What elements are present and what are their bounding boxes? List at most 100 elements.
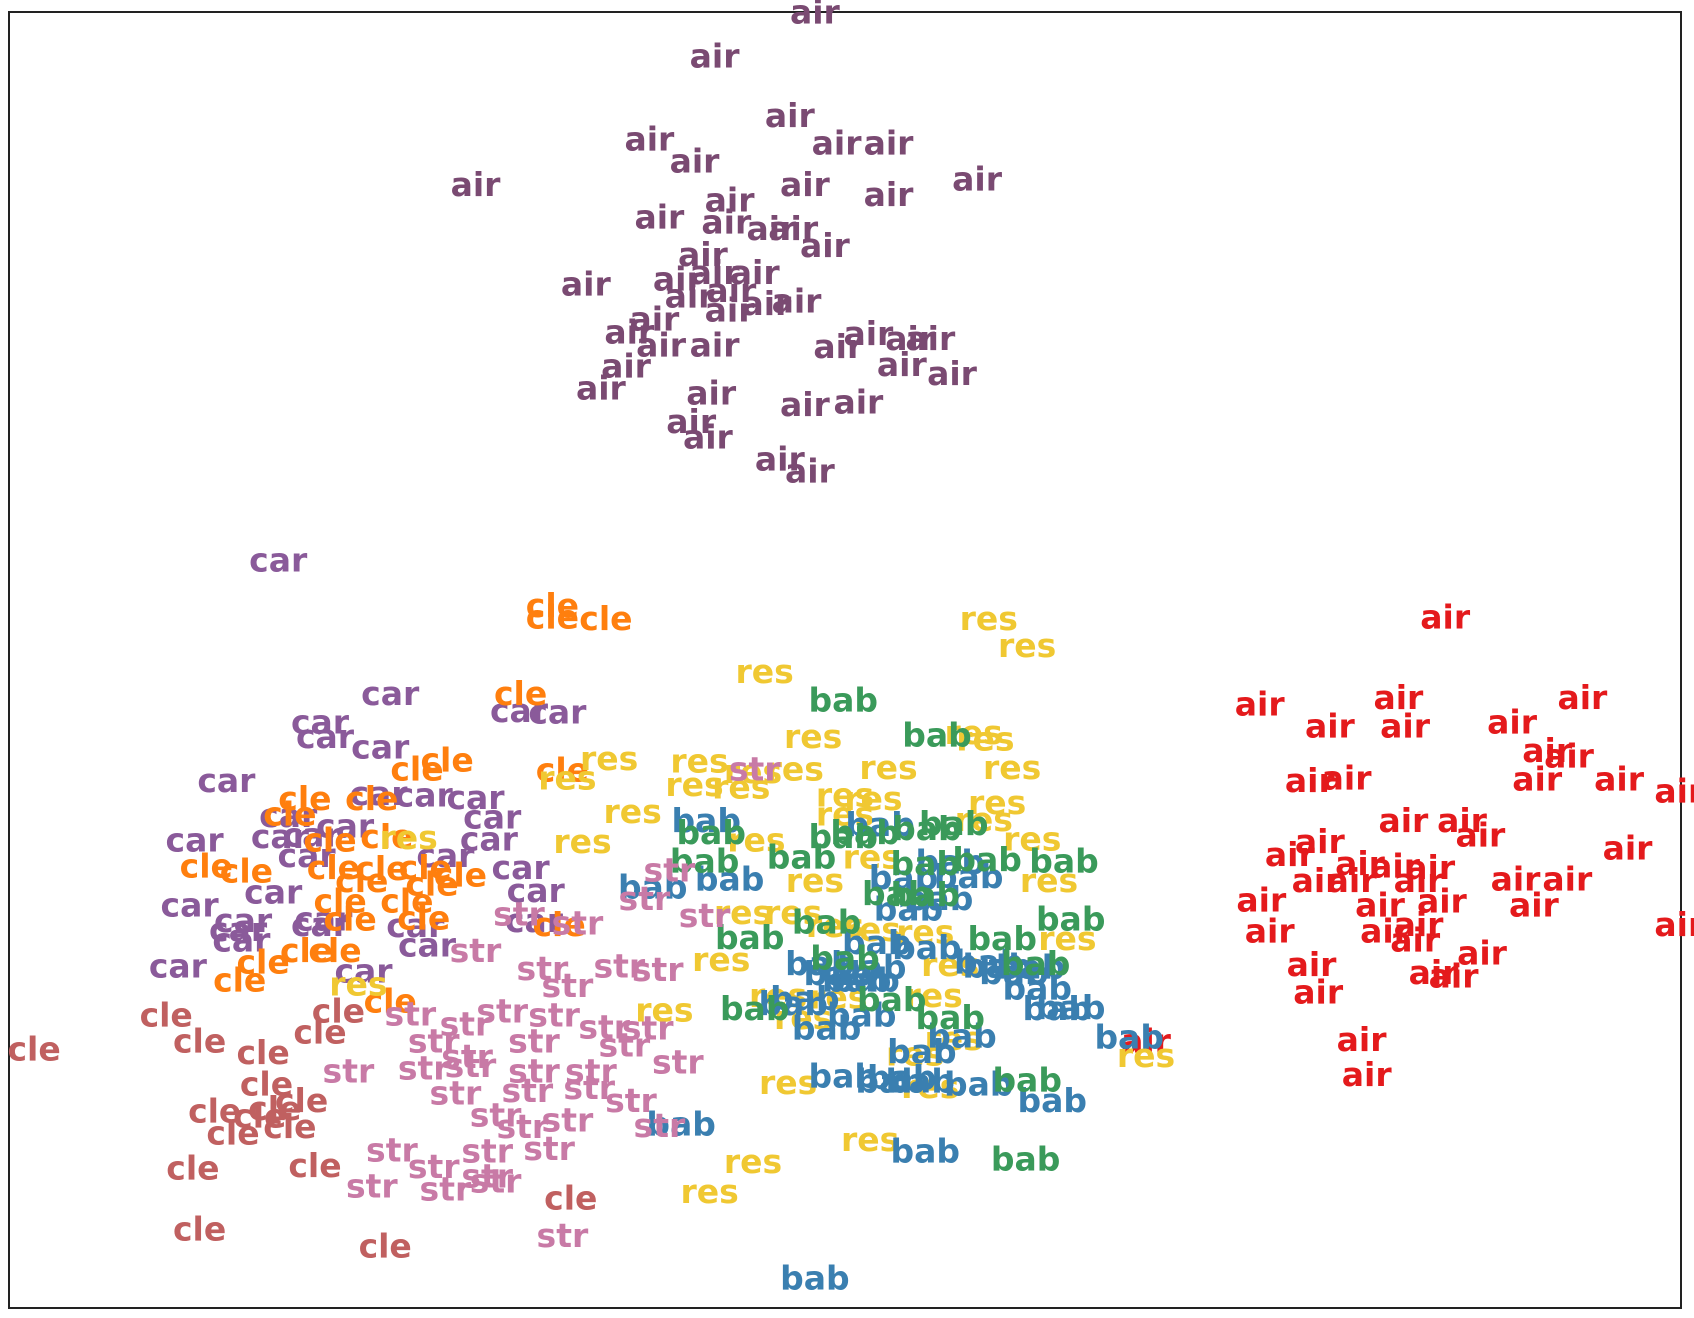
point-res-5-28: res: [764, 893, 822, 932]
point-cle-3-12: cle: [180, 847, 233, 886]
point-air-0-19: air: [653, 260, 704, 299]
point-air-1-21: air: [1370, 847, 1421, 886]
point-car-2-10: car: [446, 778, 505, 817]
point-air-0-16: air: [800, 226, 851, 265]
point-str-8-22: str: [508, 1051, 560, 1090]
point-bab-7-21: bab: [670, 841, 740, 880]
point-air-1-39: air: [1409, 953, 1460, 992]
point-str-8-20: str: [398, 1049, 450, 1088]
point-air-0-3: air: [624, 120, 675, 159]
point-cle-3-18: cle: [335, 861, 388, 900]
point-bab-6-24: bab: [887, 1032, 957, 1071]
point-air-1-27: air: [1542, 860, 1593, 899]
point-cle-3-20: cle: [313, 882, 366, 921]
point-cle-4-3: cle: [236, 1033, 289, 1072]
point-bab-7-20: bab: [676, 813, 746, 852]
point-air-1-42: air: [1337, 1020, 1388, 1059]
point-air-1-30: air: [1417, 882, 1468, 921]
point-res-5-16: res: [968, 783, 1026, 822]
point-air-0-32: air: [843, 314, 894, 353]
point-air-0-17: air: [678, 235, 729, 274]
point-cle-4-5: cle: [312, 992, 365, 1031]
point-res-5-38: res: [904, 976, 962, 1015]
point-bab-6-15: bab: [618, 867, 688, 906]
point-cle-3-15: cle: [355, 849, 408, 888]
point-str-8-10: str: [542, 966, 594, 1005]
point-bab-6-23: bab: [792, 1009, 862, 1048]
point-res-5-32: res: [1038, 919, 1096, 958]
point-cle-3-10: cle: [360, 817, 413, 856]
point-res-5-11: res: [538, 758, 596, 797]
point-str-8-19: str: [323, 1051, 375, 1090]
point-cle-3-27: cle: [236, 943, 289, 982]
point-res-5-0: res: [998, 626, 1056, 665]
point-bab-7-4: bab: [830, 813, 900, 852]
point-str-8-7: str: [517, 949, 569, 988]
point-bab-6-21: bab: [758, 984, 828, 1023]
point-cle-4-1: cle: [140, 996, 193, 1035]
point-res-5-34: res: [921, 945, 979, 984]
point-res-5-6: res: [670, 742, 728, 781]
point-cle-3-7: cle: [278, 779, 331, 818]
point-str-8-26: str: [563, 1068, 615, 1107]
point-air-0-41: air: [833, 383, 884, 422]
point-air-1-4: air: [1305, 707, 1356, 746]
point-str-8-0: str: [729, 749, 781, 788]
point-air-1-16: air: [1295, 822, 1346, 861]
point-bab-6-11: bab: [785, 944, 855, 983]
point-bab-7-8: bab: [1029, 841, 1099, 880]
point-str-8-14: str: [578, 1007, 630, 1046]
point-air-1-11: air: [1512, 760, 1563, 799]
point-res-5-19: res: [955, 800, 1013, 839]
point-str-8-3: str: [552, 904, 604, 943]
point-bab-6-36: bab: [891, 1132, 961, 1171]
point-bab-7-2: bab: [919, 804, 989, 843]
point-car-2-8: car: [349, 774, 408, 813]
point-bab-6-17: bab: [845, 805, 915, 844]
point-str-8-16: str: [408, 1022, 460, 1061]
point-car-2-15: car: [283, 816, 342, 855]
point-str-8-25: str: [501, 1071, 553, 1110]
point-air-0-18: air: [690, 253, 741, 292]
point-cle-3-5: cle: [390, 749, 443, 788]
point-bab-7-19: bab: [767, 838, 837, 877]
point-bab-7-10: bab: [862, 874, 932, 913]
point-bab-6-3: bab: [979, 953, 1049, 992]
point-bab-7-6: bab: [891, 844, 961, 883]
point-air-1-22: air: [1405, 848, 1456, 887]
point-air-1-5: air: [1380, 707, 1431, 746]
point-car-2-1: car: [361, 674, 420, 713]
point-res-5-20: res: [379, 818, 437, 857]
point-str-8-36: str: [420, 1169, 472, 1208]
point-bab-7-12: bab: [967, 919, 1037, 958]
point-car-2-13: car: [166, 821, 225, 860]
point-bab-6-29: bab: [996, 948, 1066, 987]
point-bab-7-22: bab: [916, 998, 986, 1037]
point-car-2-4: car: [528, 692, 587, 731]
point-air-0-14: air: [746, 209, 797, 248]
point-str-8-28: str: [470, 1095, 522, 1134]
point-car-2-22: car: [161, 885, 220, 924]
point-bab-6-35: bab: [646, 1105, 716, 1144]
point-str-8-42: str: [652, 1042, 704, 1081]
point-air-1-3: air: [1557, 678, 1608, 717]
point-res-5-3: res: [945, 713, 1003, 752]
point-cle-4-12: cle: [288, 1146, 341, 1185]
point-air-1-38: air: [1287, 945, 1338, 984]
point-car-2-5: car: [296, 717, 355, 756]
point-car-2-24: car: [294, 900, 353, 939]
point-air-1-7: air: [1522, 731, 1573, 770]
point-str-8-2: str: [493, 895, 545, 934]
point-bab-6-32: bab: [885, 1062, 955, 1101]
point-str-8-12: str: [528, 996, 580, 1035]
point-bab-7-9: bab: [891, 875, 961, 914]
point-air-0-12: air: [634, 197, 685, 236]
point-car-2-20: car: [492, 848, 551, 887]
point-str-8-30: str: [634, 1106, 686, 1145]
point-cle-4-17: cle: [206, 1114, 259, 1153]
point-air-1-18: air: [1603, 828, 1654, 867]
point-bab-7-7: bab: [952, 840, 1022, 879]
point-bab-7-0: bab: [809, 681, 879, 720]
point-str-8-23: str: [565, 1051, 617, 1090]
point-air-1-20: air: [1335, 844, 1386, 883]
